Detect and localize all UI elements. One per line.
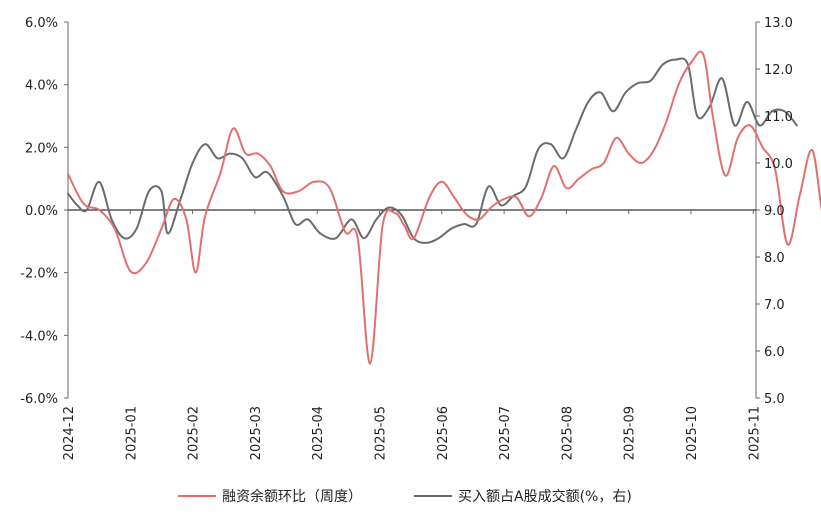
right-tick-label: 12.0: [764, 63, 793, 78]
legend-item-financing: 融资余额环比（周度）: [178, 486, 362, 506]
x-tick-label: 2025-02: [187, 406, 202, 460]
legend-line-buy-ratio: [414, 495, 452, 497]
left-tick-label: -2.0%: [20, 267, 58, 282]
right-tick-label: 13.0: [764, 16, 793, 31]
x-tick-label: 2025-11: [747, 406, 762, 460]
left-tick-label: -4.0%: [20, 329, 58, 344]
legend-item-buy-ratio: 买入额占A股成交额(%，右): [414, 486, 632, 506]
left-tick-label: -6.0%: [20, 392, 58, 407]
legend-line-financing: [178, 495, 216, 497]
left-tick-label: 2.0%: [25, 141, 58, 156]
right-tick-label: 7.0: [764, 298, 785, 313]
series-line-buy-ratio: [67, 57, 798, 244]
legend-label-financing: 融资余额环比（周度）: [222, 489, 362, 505]
x-tick-label: 2025-04: [311, 406, 326, 460]
left-tick-label: 6.0%: [25, 16, 58, 31]
x-tick-label: 2025-06: [436, 406, 451, 460]
series-line-financing: [67, 50, 821, 365]
x-tick-label: 2024-12: [62, 406, 77, 460]
x-tick-label: 2025-10: [685, 406, 700, 460]
series-layer: [67, 50, 821, 365]
chart: -6.0% -4.0% -2.0% 0.0% 2.0% 4.0% 6.0% 5.0 6.0 7.0…: [20, 16, 821, 460]
x-tick-label: 2025-03: [249, 406, 264, 460]
x-tick-label: 2025-01: [124, 406, 139, 460]
x-tick-label: 2025-07: [498, 406, 513, 460]
legend-label-buy-ratio: 买入额占A股成交额(%，右): [458, 489, 632, 505]
legend: 融资余额环比（周度） 买入额占A股成交额(%，右): [0, 480, 821, 510]
right-tick-label: 11.0: [764, 110, 793, 125]
right-tick-label: 6.0: [764, 345, 785, 360]
left-tick-label: 4.0%: [25, 79, 58, 94]
right-tick-label: 5.0: [764, 392, 785, 407]
right-tick-label: 10.0: [764, 157, 793, 172]
ticks-layer: -6.0% -4.0% -2.0% 0.0% 2.0% 4.0% 6.0% 5.0 6.0 7.0…: [20, 16, 793, 460]
right-tick-label: 8.0: [764, 251, 785, 266]
x-tick-label: 2025-09: [623, 406, 638, 460]
right-tick-label: 9.0: [764, 204, 785, 219]
x-tick-label: 2025-05: [374, 406, 389, 460]
x-tick-label: 2025-08: [560, 406, 575, 460]
left-tick-label: 0.0%: [25, 204, 58, 219]
